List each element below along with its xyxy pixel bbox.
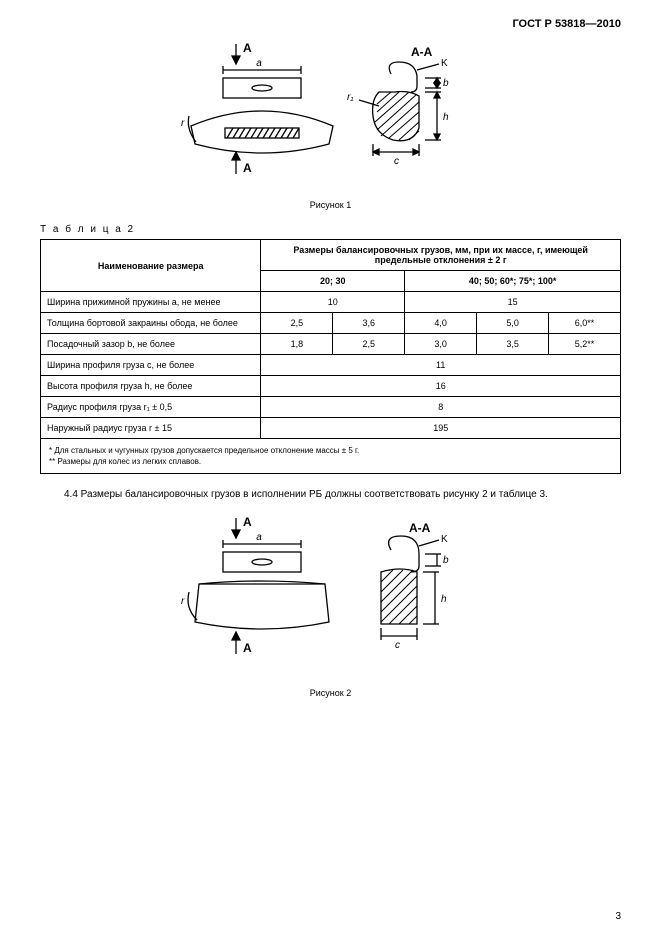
table-row: Наружный радиус груза r ± 15195 (41, 418, 621, 439)
label-r: r (181, 118, 185, 129)
f2-label-K: K (441, 534, 448, 545)
row-cell: 5,2** (549, 334, 621, 355)
row-name: Ширина профиля груза c, не более (41, 355, 261, 376)
row-cell: 4,0 (405, 313, 477, 334)
page-number: 3 (615, 911, 621, 922)
table-row: Посадочный зазор b, не более1,82,53,03,5… (41, 334, 621, 355)
row-cell: 195 (261, 418, 621, 439)
f2-label-c: c (395, 640, 400, 651)
f2-label-A-bot: A (243, 641, 252, 655)
table-2-label: Т а б л и ц а 2 (40, 224, 621, 235)
row-cell: 16 (261, 376, 621, 397)
row-cell: 10 (261, 292, 405, 313)
row-cell: 1,8 (261, 334, 333, 355)
row-cell: 2,5 (333, 334, 405, 355)
table-2: Наименование размера Размеры балансирово… (40, 239, 621, 439)
row-cell: 2,5 (261, 313, 333, 334)
th-name: Наименование размера (41, 240, 261, 292)
label-K: K (441, 58, 448, 69)
label-c: c (394, 156, 399, 167)
figure-2: A a r A A-A (40, 512, 621, 698)
table-row: Радиус профиля груза r₁ ± 0,58 (41, 397, 621, 418)
label-A-bot: A (243, 161, 252, 175)
label-b: b (443, 78, 449, 89)
label-section-AA: A-A (411, 45, 433, 59)
document-code: ГОСТ Р 53818—2010 (40, 18, 621, 30)
row-cell: 8 (261, 397, 621, 418)
figure-1-drawing: A a (181, 34, 481, 194)
footnote-1: * Для стальных и чугунных грузов допуска… (49, 445, 612, 456)
figure-1: A a (40, 34, 621, 210)
row-cell: 3,5 (477, 334, 549, 355)
th-mass-left: 20; 30 (261, 271, 405, 292)
f2-label-a: a (256, 532, 262, 543)
row-cell: 3,6 (333, 313, 405, 334)
row-name: Высота профиля груза h, не более (41, 376, 261, 397)
row-cell: 11 (261, 355, 621, 376)
f2-label-r: r (181, 596, 185, 607)
table-2-body: Ширина прижимной пружины a, не менее1015… (41, 292, 621, 439)
f2-label-h: h (441, 594, 447, 605)
paragraph-4-4: 4.4 Размеры балансировочных грузов в исп… (40, 488, 621, 502)
row-name: Толщина бортовой закраины обода, не боле… (41, 313, 261, 334)
f2-label-A-top: A (243, 515, 252, 529)
th-group: Размеры балансировочных грузов, мм, при … (261, 240, 621, 271)
row-name: Наружный радиус груза r ± 15 (41, 418, 261, 439)
table-row: Высота профиля груза h, не более16 (41, 376, 621, 397)
label-h: h (443, 112, 449, 123)
table-2-footnotes: * Для стальных и чугунных грузов допуска… (40, 439, 621, 474)
table-row: Ширина профиля груза c, не более11 (41, 355, 621, 376)
footnote-2: ** Размеры для колес из легких сплавов. (49, 456, 612, 467)
document-page: ГОСТ Р 53818—2010 A a (0, 0, 661, 936)
row-cell: 15 (405, 292, 621, 313)
f2-label-section: A-A (409, 521, 431, 535)
label-a: a (256, 58, 262, 69)
figure-1-caption: Рисунок 1 (40, 200, 621, 210)
label-r1: r₁ (347, 92, 353, 103)
f2-label-b: b (443, 555, 449, 566)
figure-2-caption: Рисунок 2 (40, 688, 621, 698)
table-row: Толщина бортовой закраины обода, не боле… (41, 313, 621, 334)
row-name: Ширина прижимной пружины a, не менее (41, 292, 261, 313)
table-row: Ширина прижимной пружины a, не менее1015 (41, 292, 621, 313)
row-name: Радиус профиля груза r₁ ± 0,5 (41, 397, 261, 418)
label-A-top: A (243, 41, 252, 55)
row-cell: 6,0** (549, 313, 621, 334)
figure-2-drawing: A a r A A-A (181, 512, 481, 682)
row-name: Посадочный зазор b, не более (41, 334, 261, 355)
th-mass-right: 40; 50; 60*; 75*; 100* (405, 271, 621, 292)
row-cell: 3,0 (405, 334, 477, 355)
row-cell: 5,0 (477, 313, 549, 334)
